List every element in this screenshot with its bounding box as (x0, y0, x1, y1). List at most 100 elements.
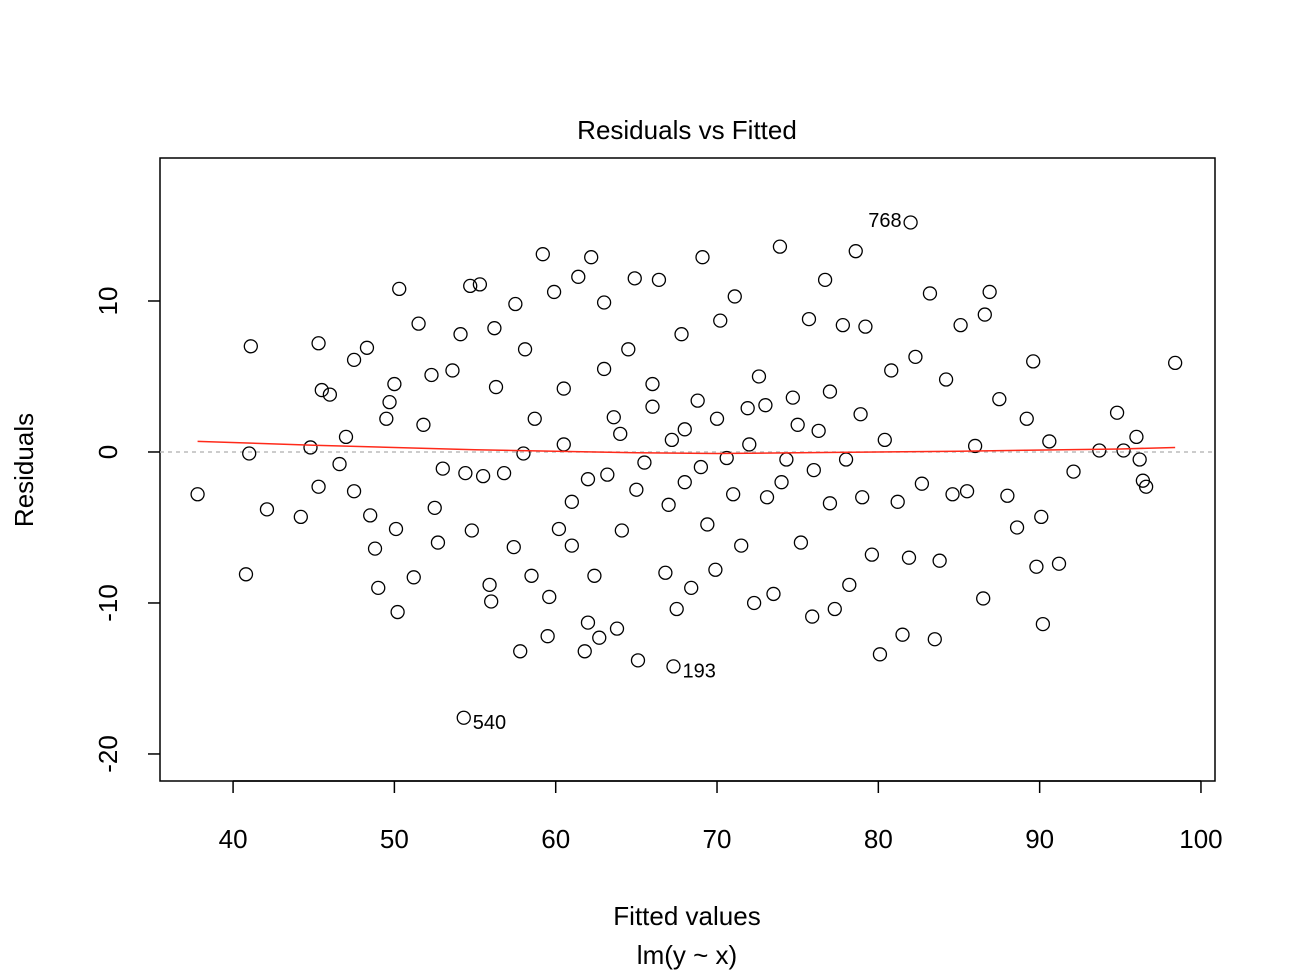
point (311, 336, 326, 351)
point (1009, 520, 1025, 535)
x-tick-label: 70 (703, 824, 732, 854)
x-tick-label: 40 (219, 824, 248, 854)
point (661, 497, 676, 512)
point (346, 352, 362, 368)
x-tick-label: 90 (1025, 824, 1054, 854)
point (388, 521, 404, 537)
labeled-point (903, 215, 918, 230)
point (766, 586, 781, 602)
y-tick-label: 0 (93, 445, 123, 459)
point (801, 311, 817, 327)
point (806, 462, 821, 478)
point (371, 580, 386, 596)
point (363, 508, 378, 523)
point (564, 494, 579, 509)
point (338, 429, 354, 445)
point (427, 500, 442, 516)
point (379, 411, 394, 426)
point (1000, 488, 1015, 503)
point (976, 591, 991, 606)
point (556, 381, 571, 396)
point (571, 269, 586, 284)
point (664, 432, 680, 448)
point (1051, 556, 1067, 571)
y-tick-label: -10 (93, 584, 123, 622)
point (546, 284, 562, 300)
point (708, 562, 723, 577)
point (742, 437, 757, 452)
point (614, 523, 629, 538)
x-axis-label: Fitted values (613, 901, 760, 931)
point (630, 653, 646, 668)
point (922, 286, 938, 301)
point (613, 426, 628, 442)
point (540, 629, 555, 644)
point (772, 239, 788, 254)
point (982, 284, 997, 300)
point (677, 475, 692, 490)
x-tick-label: 60 (541, 824, 570, 854)
point (908, 349, 923, 365)
point (577, 644, 592, 659)
point (564, 538, 579, 553)
point (259, 502, 275, 517)
point (817, 272, 833, 288)
point (677, 422, 692, 437)
point (932, 553, 947, 568)
point (651, 272, 667, 288)
point (726, 487, 741, 502)
labeled-point (456, 710, 471, 725)
point (243, 339, 258, 354)
y-tick-label: -20 (93, 735, 123, 773)
point (580, 615, 596, 630)
point (669, 601, 684, 617)
point (542, 589, 557, 605)
point (1129, 429, 1144, 445)
point (1168, 355, 1183, 371)
point (759, 490, 775, 505)
point (435, 461, 450, 476)
point (484, 594, 499, 609)
point (877, 432, 892, 448)
point (311, 479, 326, 494)
x-tick-label: 80 (864, 824, 893, 854)
point (938, 372, 954, 387)
point (827, 601, 842, 617)
point (293, 509, 308, 525)
point (684, 580, 699, 596)
point (487, 321, 502, 336)
point (346, 484, 362, 499)
point (517, 342, 533, 357)
subtitle: lm(y ~ x) (637, 940, 737, 970)
point (464, 523, 479, 538)
point (746, 595, 762, 611)
point (842, 577, 857, 593)
point (1042, 434, 1057, 449)
point (977, 307, 992, 322)
point (713, 313, 728, 328)
point (411, 316, 426, 331)
point (751, 369, 767, 384)
smooth-line (197, 440, 1176, 455)
point (535, 247, 550, 262)
plot-frame (159, 157, 1216, 782)
point (1026, 354, 1041, 369)
point (884, 363, 899, 378)
point (774, 475, 789, 490)
point (700, 517, 715, 532)
point (488, 379, 504, 395)
point (1092, 443, 1107, 458)
point (1034, 509, 1049, 525)
y-axis-label: Residuals (9, 413, 39, 527)
point (332, 456, 347, 472)
x-tick-label: 100 (1179, 824, 1222, 854)
point (645, 399, 660, 414)
point (609, 621, 625, 636)
point (314, 382, 329, 398)
point (596, 295, 612, 310)
point (779, 452, 794, 467)
point (872, 647, 888, 662)
point (967, 438, 983, 454)
chart-title: Residuals vs Fitted (577, 115, 797, 145)
